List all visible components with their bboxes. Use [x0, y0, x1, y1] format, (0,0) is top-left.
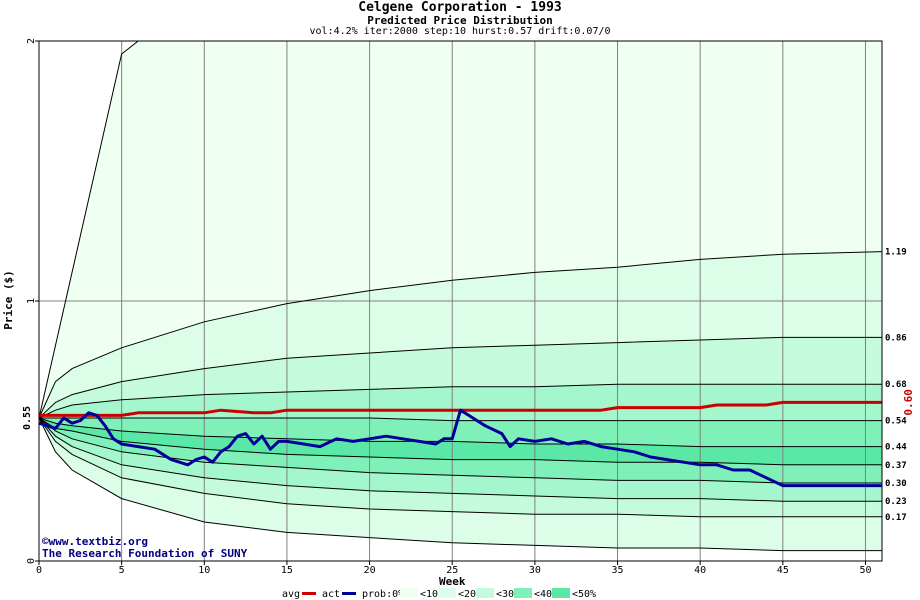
contour-line-0.68	[38, 383, 882, 419]
legend-swatch-band-0	[400, 588, 418, 598]
x-tick-label: 20	[364, 565, 376, 576]
legend-label: <30%	[496, 589, 520, 600]
probability-band-8	[39, 418, 882, 517]
chart-subtitle: Predicted Price Distribution	[367, 14, 553, 27]
x-tick-label: 10	[198, 565, 210, 576]
legend-label: <20%	[458, 589, 482, 600]
contour-value-label: 1.19	[885, 248, 907, 258]
legend-swatch-act	[342, 592, 356, 595]
chart-title: Celgene Corporation - 1993	[358, 0, 562, 15]
contour-value-label: 0.44	[885, 443, 907, 453]
probability-band-6	[39, 418, 882, 483]
contour-value-label: 0.54	[885, 417, 907, 427]
legend-label: <40%	[534, 589, 558, 600]
legend-swatch-band-1	[438, 588, 456, 598]
contour-line-1.19	[38, 251, 883, 419]
contour-value-label: 0.68	[885, 380, 907, 390]
contour-line-0.86	[38, 336, 882, 419]
probability-band-4	[39, 418, 882, 447]
legend-label: prob:0%	[362, 589, 404, 600]
x-tick-label: 5	[119, 565, 125, 576]
contour-value-labels: 1.19 0.86 0.68 0.54 0.44 0.37 0.30 0.23 0.17	[885, 248, 907, 523]
series-line-avg	[39, 400, 882, 417]
contour-value-label: 0.23	[885, 497, 907, 507]
y-axis-label: Price ($)	[2, 270, 15, 330]
y-tick-label: 2	[26, 38, 37, 44]
legend-swatch-band-4	[552, 588, 570, 598]
legend: avg act prob:0% <10% <20% <30% <40% <50%	[282, 588, 596, 600]
legend-label: avg	[282, 589, 300, 600]
y-tick-label: 1	[26, 298, 37, 304]
contour-value-label: 0.30	[885, 479, 907, 489]
series-line-act	[38, 408, 882, 488]
credit-website: ©www.textbiz.org	[42, 535, 148, 548]
x-tick-label: 45	[777, 565, 789, 576]
probability-band-2	[39, 337, 882, 418]
x-tick-label: 25	[446, 565, 458, 576]
contour-line-0.54	[39, 417, 882, 422]
contour-line-0.23	[38, 417, 882, 502]
x-axis-label: Week	[439, 575, 466, 588]
contour-value-label: 0.37	[885, 461, 907, 471]
contour-line-0.37	[38, 417, 882, 466]
contour-line-0.30	[38, 417, 882, 484]
x-axis-ticks: 0 5 10 15 20 25 30 35 40 45 50	[36, 561, 871, 576]
x-tick-label: 50	[859, 565, 871, 576]
grid-lines	[39, 41, 882, 561]
probability-band-1	[39, 251, 882, 418]
credit-organization: The Research Foundation of SUNY	[42, 547, 248, 560]
probability-band-5	[39, 418, 882, 465]
y-axis-ticks: 0 1 2	[26, 38, 39, 564]
legend-label: <50%	[572, 589, 596, 600]
x-tick-label: 40	[694, 565, 706, 576]
probability-band-0	[39, 41, 882, 418]
legend-swatch-band-3	[514, 588, 532, 598]
simulation-parameters: vol:4.2% iter:2000 step:10 hurst:0.57 dr…	[309, 26, 611, 37]
contour-line-0.17	[38, 417, 882, 518]
contour-value-label: 0.17	[885, 513, 907, 523]
legend-swatch-band-2	[476, 588, 494, 598]
legend-label: <10%	[420, 589, 444, 600]
x-tick-label: 0	[36, 565, 42, 576]
legend-label: act	[322, 589, 340, 600]
x-tick-label: 30	[529, 565, 541, 576]
y-tick-label: 0	[26, 558, 37, 564]
probability-band-9	[39, 418, 882, 551]
price-series	[38, 400, 882, 488]
x-tick-label: 15	[281, 565, 293, 576]
contour-value-label: 0.86	[885, 333, 907, 343]
x-tick-label: 35	[612, 565, 624, 576]
legend-swatch-avg	[302, 592, 316, 595]
start-price-label: 0.55	[22, 406, 33, 430]
contour-line-lower-extreme	[38, 417, 882, 552]
current-price-label: 0.60	[902, 389, 915, 416]
contour-line-0.44	[38, 417, 882, 448]
